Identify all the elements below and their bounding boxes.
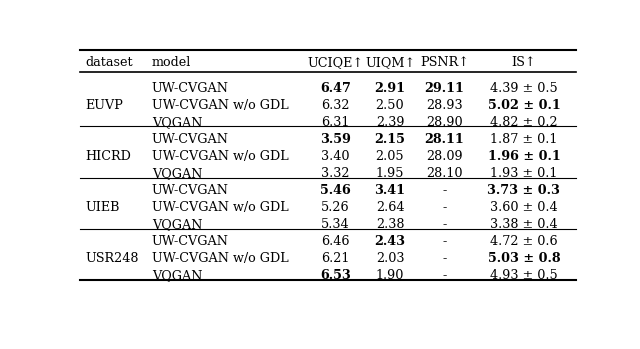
Text: 28.10: 28.10 (426, 167, 463, 180)
Text: 6.53: 6.53 (320, 269, 351, 282)
Text: 2.64: 2.64 (376, 201, 404, 214)
Text: 1.96 ± 0.1: 1.96 ± 0.1 (488, 150, 560, 163)
Text: dataset: dataset (85, 56, 132, 69)
Text: 28.90: 28.90 (426, 116, 463, 129)
Text: 5.26: 5.26 (321, 201, 349, 214)
Text: 3.41: 3.41 (374, 184, 406, 197)
Text: 5.02 ± 0.1: 5.02 ± 0.1 (488, 98, 560, 112)
Text: 2.03: 2.03 (376, 252, 404, 265)
Text: UW-CVGAN: UW-CVGAN (152, 184, 229, 197)
Text: 5.34: 5.34 (321, 218, 349, 231)
Text: 3.73 ± 0.3: 3.73 ± 0.3 (488, 184, 561, 197)
Text: UCIQE↑: UCIQE↑ (307, 56, 364, 69)
Text: 1.95: 1.95 (376, 167, 404, 180)
Text: 3.40: 3.40 (321, 150, 349, 163)
Text: 6.32: 6.32 (321, 98, 349, 112)
Text: HICRD: HICRD (85, 150, 131, 163)
Text: VQGAN: VQGAN (152, 269, 202, 282)
Text: 2.38: 2.38 (376, 218, 404, 231)
Text: 4.39 ± 0.5: 4.39 ± 0.5 (490, 82, 558, 95)
Text: VQGAN: VQGAN (152, 116, 202, 129)
Text: 1.90: 1.90 (376, 269, 404, 282)
Text: UW-CVGAN w/o GDL: UW-CVGAN w/o GDL (152, 150, 289, 163)
Text: -: - (442, 201, 447, 214)
Text: 4.72 ± 0.6: 4.72 ± 0.6 (490, 235, 557, 248)
Text: EUVP: EUVP (85, 98, 123, 112)
Text: 28.93: 28.93 (426, 98, 463, 112)
Text: 3.59: 3.59 (320, 133, 351, 146)
Text: 4.82 ± 0.2: 4.82 ± 0.2 (490, 116, 557, 129)
Text: UW-CVGAN w/o GDL: UW-CVGAN w/o GDL (152, 201, 289, 214)
Text: model: model (152, 56, 191, 69)
Text: 5.46: 5.46 (320, 184, 351, 197)
Text: -: - (442, 252, 447, 265)
Text: VQGAN: VQGAN (152, 167, 202, 180)
Text: IS↑: IS↑ (511, 56, 536, 69)
Text: 2.43: 2.43 (374, 235, 406, 248)
Text: UIEB: UIEB (85, 201, 119, 214)
Text: PSNR↑: PSNR↑ (420, 56, 469, 69)
Text: 29.11: 29.11 (424, 82, 465, 95)
Text: UW-CVGAN: UW-CVGAN (152, 235, 229, 248)
Text: 2.15: 2.15 (374, 133, 405, 146)
Text: 28.11: 28.11 (425, 133, 465, 146)
Text: 3.38 ± 0.4: 3.38 ± 0.4 (490, 218, 557, 231)
Text: UW-CVGAN w/o GDL: UW-CVGAN w/o GDL (152, 252, 289, 265)
Text: 4.93 ± 0.5: 4.93 ± 0.5 (490, 269, 558, 282)
Text: 2.50: 2.50 (376, 98, 404, 112)
Text: 3.32: 3.32 (321, 167, 349, 180)
Text: UW-CVGAN w/o GDL: UW-CVGAN w/o GDL (152, 98, 289, 112)
Text: 6.46: 6.46 (321, 235, 349, 248)
Text: UIQM↑: UIQM↑ (365, 56, 415, 69)
Text: UW-CVGAN: UW-CVGAN (152, 82, 229, 95)
Text: 28.09: 28.09 (426, 150, 463, 163)
Text: VQGAN: VQGAN (152, 218, 202, 231)
Text: USR248: USR248 (85, 252, 138, 265)
Text: 2.39: 2.39 (376, 116, 404, 129)
Text: -: - (442, 184, 447, 197)
Text: 1.93 ± 0.1: 1.93 ± 0.1 (490, 167, 557, 180)
Text: -: - (442, 269, 447, 282)
Text: 1.87 ± 0.1: 1.87 ± 0.1 (490, 133, 557, 146)
Text: 2.91: 2.91 (374, 82, 406, 95)
Text: 6.47: 6.47 (320, 82, 351, 95)
Text: 6.31: 6.31 (321, 116, 349, 129)
Text: -: - (442, 235, 447, 248)
Text: 6.21: 6.21 (321, 252, 349, 265)
Text: 2.05: 2.05 (376, 150, 404, 163)
Text: UW-CVGAN: UW-CVGAN (152, 133, 229, 146)
Text: -: - (442, 218, 447, 231)
Text: 5.03 ± 0.8: 5.03 ± 0.8 (488, 252, 560, 265)
Text: 3.60 ± 0.4: 3.60 ± 0.4 (490, 201, 557, 214)
